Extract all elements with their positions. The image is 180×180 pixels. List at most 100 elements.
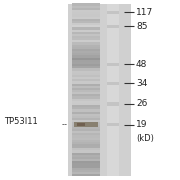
Bar [72,172,100,174]
Text: 117: 117 [136,8,153,17]
Bar [72,25,100,27]
Bar [72,94,100,96]
Bar [72,137,100,140]
Bar [72,157,100,159]
Bar [72,77,100,79]
Bar [72,4,100,176]
Bar [107,4,119,176]
Bar [107,82,119,85]
Bar [72,133,100,135]
Bar [72,122,100,125]
Bar [72,105,100,107]
Bar [72,46,100,49]
Bar [72,174,100,176]
Bar [72,23,100,25]
Bar [72,118,100,120]
Bar [72,103,100,105]
Text: 19: 19 [136,120,147,129]
Bar [72,18,100,21]
Bar [72,165,100,168]
Bar [72,148,100,150]
Bar [72,124,100,127]
Bar [72,116,100,118]
Bar [72,55,100,58]
Bar [72,40,100,42]
Bar [72,92,100,94]
Bar [72,59,100,62]
Bar [72,36,100,38]
Bar [72,51,100,53]
Bar [72,29,100,32]
Bar [72,38,100,40]
Bar [72,126,100,129]
Bar [72,135,100,138]
Bar [72,85,100,88]
Bar [74,122,98,127]
Bar [72,8,100,10]
Bar [107,123,119,126]
Bar [72,107,100,109]
Bar [72,81,100,84]
Bar [72,70,100,73]
Bar [72,83,100,86]
Bar [72,150,100,153]
Bar [72,146,100,148]
Bar [72,10,100,12]
Bar [72,113,100,116]
Bar [72,16,100,19]
Bar [72,72,100,75]
Bar [72,57,100,60]
Bar [68,4,131,176]
Bar [72,139,100,142]
Bar [72,87,100,90]
Text: 48: 48 [136,60,147,69]
Bar [72,79,100,81]
Bar [72,62,100,64]
Bar [107,11,119,14]
Text: (kD): (kD) [136,134,154,143]
Bar [72,31,100,34]
Bar [107,102,119,106]
Bar [72,131,100,133]
Bar [72,167,100,170]
Bar [72,3,100,6]
Bar [72,100,100,103]
Bar [72,5,100,8]
Bar [72,98,100,101]
Bar [77,123,85,126]
Bar [72,170,100,172]
Bar [72,90,100,92]
Bar [72,14,100,17]
Bar [72,75,100,77]
Bar [72,68,100,71]
Bar [72,111,100,114]
Bar [72,154,100,157]
Text: --: -- [62,120,68,129]
Bar [107,63,119,66]
Bar [72,12,100,14]
Bar [72,129,100,131]
Bar [72,96,100,99]
Bar [72,144,100,146]
Bar [72,159,100,161]
Bar [72,109,100,112]
Text: 26: 26 [136,99,147,108]
Bar [72,64,100,66]
Text: TP53I11: TP53I11 [4,117,37,126]
Bar [107,25,119,28]
Bar [72,152,100,155]
Text: 34: 34 [136,79,147,88]
Bar [72,44,100,47]
Bar [72,163,100,166]
Bar [72,21,100,23]
Bar [72,66,100,68]
Bar [72,42,100,45]
Bar [72,161,100,163]
Bar [72,27,100,30]
Bar [72,49,100,51]
Text: 85: 85 [136,22,147,31]
Bar [72,53,100,55]
Bar [72,33,100,36]
Bar [72,120,100,122]
Bar [72,141,100,144]
